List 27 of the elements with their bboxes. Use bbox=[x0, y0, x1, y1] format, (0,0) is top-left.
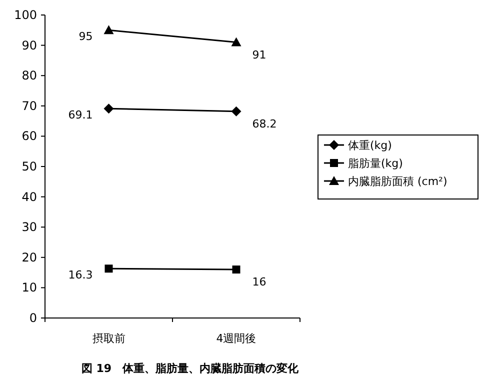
y-tick-label: 60 bbox=[22, 129, 37, 144]
point bbox=[232, 266, 240, 274]
text: 図 19 体重、脂肪量、内臓脂肪面積の変化 bbox=[81, 362, 300, 375]
y-tick-label: 30 bbox=[22, 220, 37, 234]
y-tick-label: 50 bbox=[22, 160, 37, 174]
point bbox=[104, 264, 113, 273]
data-label: 91 bbox=[252, 48, 266, 62]
y-tick-label: 20 bbox=[22, 250, 37, 264]
x-tick-label: 摂取前 bbox=[92, 332, 126, 345]
data-label: 95 bbox=[78, 30, 93, 44]
data-label: 16 bbox=[252, 276, 266, 289]
y-tick-label: 70 bbox=[22, 98, 37, 113]
legend-label: 内臓脂肪面積 (cm²) bbox=[348, 175, 448, 188]
data-label: 16.3 bbox=[68, 268, 93, 282]
y-tick-label: 90 bbox=[22, 38, 37, 52]
legend-label: 体重(kg) bbox=[348, 139, 392, 152]
y-tick-label: 0 bbox=[29, 311, 37, 325]
point bbox=[104, 104, 114, 114]
y-tick-label: 40 bbox=[22, 190, 37, 204]
y-tick-label: 100 bbox=[14, 8, 37, 22]
x-tick-label: 4週間後 bbox=[216, 332, 256, 345]
data-label: 68.2 bbox=[252, 117, 277, 130]
y-tick-label: 10 bbox=[22, 280, 37, 295]
y-tick-label: 80 bbox=[22, 68, 37, 83]
point bbox=[231, 106, 242, 116]
legend-label: 脂肪量(kg) bbox=[348, 157, 403, 170]
data-label: 69.1 bbox=[68, 108, 93, 122]
